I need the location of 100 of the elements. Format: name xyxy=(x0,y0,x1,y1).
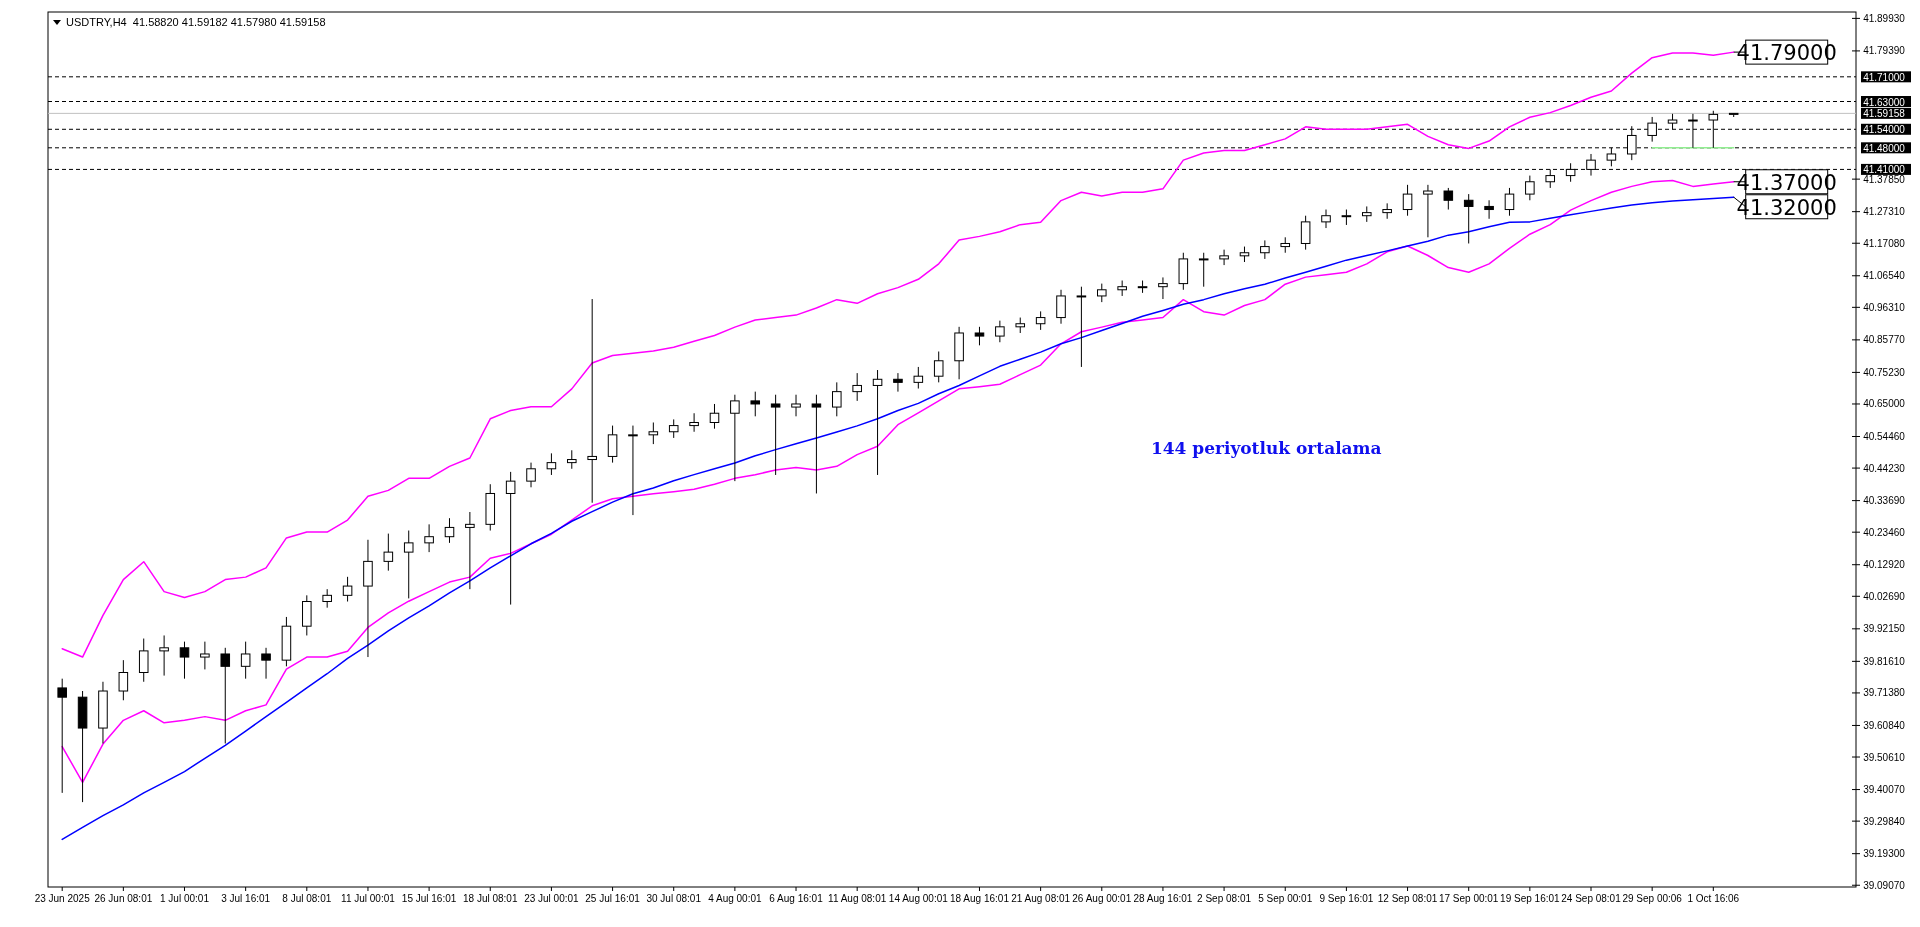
x-tick-label: 25 Jul 16:01 xyxy=(585,893,641,904)
candlestick xyxy=(505,471,516,606)
candlestick xyxy=(546,452,557,476)
y-tick-label: 39.92150 xyxy=(1863,623,1906,635)
x-tick-label: 29 Sep 00:06 xyxy=(1622,893,1683,904)
x-tick-label: 18 Jul 08:01 xyxy=(463,893,518,904)
x-tick-label: 26 Aug 00:01 xyxy=(1072,893,1132,904)
x-tick-label: 21 Aug 08:01 xyxy=(1011,893,1071,904)
candlestick xyxy=(1484,199,1494,220)
candlestick xyxy=(342,576,353,603)
y-tick-label: 40.54460 xyxy=(1863,431,1906,443)
candlestick xyxy=(1300,215,1311,251)
candlestick xyxy=(220,647,231,744)
y-tick-label: 39.81610 xyxy=(1863,655,1906,667)
x-tick-label: 6 Aug 16:01 xyxy=(769,893,824,904)
ref-line-label: 41.41000 xyxy=(1863,164,1906,176)
x-tick-label: 17 Sep 00:01 xyxy=(1438,893,1499,904)
y-tick-label: 41.27310 xyxy=(1863,206,1906,218)
x-tick-label: 4 Aug 00:01 xyxy=(708,893,762,904)
candlestick xyxy=(974,326,985,346)
candlestick xyxy=(403,530,414,599)
y-tick-label: 41.79390 xyxy=(1863,45,1906,57)
candlestick xyxy=(179,641,190,680)
candlestick xyxy=(811,394,822,494)
x-tick-label: 15 Jul 16:01 xyxy=(401,893,457,904)
candlestick xyxy=(1035,310,1046,331)
candlestick xyxy=(1525,175,1535,201)
candlestick xyxy=(444,517,455,544)
ref-line-label: 41.71000 xyxy=(1863,71,1906,83)
x-tick-label: 11 Aug 08:01 xyxy=(828,893,887,904)
candlestick xyxy=(913,366,924,390)
chart-title: USDTRY,H4 41.58820 41.59182 41.57980 41.59158 xyxy=(66,16,326,28)
x-tick-label: 1 Jul 00:01 xyxy=(160,893,210,904)
candlestick xyxy=(159,634,169,677)
candlestick xyxy=(1097,283,1107,303)
candlestick xyxy=(852,372,862,402)
y-tick-label: 39.29840 xyxy=(1863,815,1906,827)
x-tick-label: 8 Jul 08:01 xyxy=(282,893,332,904)
candlestick xyxy=(1056,289,1066,325)
line-series xyxy=(61,51,1735,658)
candlestick xyxy=(933,351,944,383)
candlestick xyxy=(689,412,699,433)
candlestick xyxy=(770,394,781,476)
candlestick xyxy=(750,391,761,417)
candlestick xyxy=(628,425,638,516)
y-tick-label: 39.60840 xyxy=(1863,719,1906,731)
y-tick-label: 40.44230 xyxy=(1863,462,1906,474)
candlestick xyxy=(1423,184,1433,238)
x-tick-label: 12 Sep 08:01 xyxy=(1377,893,1438,904)
x-tick-label: 30 Jul 08:01 xyxy=(646,893,702,904)
x-tick-label: 5 Sep 00:01 xyxy=(1258,893,1313,904)
candlestick xyxy=(383,533,394,572)
y-tick-label: 41.89930 xyxy=(1863,12,1906,24)
y-tick-label: 40.65000 xyxy=(1863,398,1906,410)
x-tick-label: 18 Aug 16:01 xyxy=(950,893,1010,904)
y-tick-label: 39.19300 xyxy=(1863,848,1906,860)
y-tick-label: 40.12920 xyxy=(1863,559,1906,571)
candlestick xyxy=(200,641,210,670)
candlestick xyxy=(57,678,67,794)
y-tick-label: 41.37850 xyxy=(1863,173,1906,185)
x-tick-label: 1 Oct 16:06 xyxy=(1687,893,1740,904)
candlestick xyxy=(1463,193,1474,244)
x-tick-label: 26 Jun 08:01 xyxy=(94,893,153,904)
y-tick-label: 40.85770 xyxy=(1863,334,1906,346)
candlestick xyxy=(118,659,129,701)
candlestick xyxy=(261,647,271,680)
y-tick-label: 39.09070 xyxy=(1863,879,1906,891)
candlestick xyxy=(1198,252,1209,288)
ref-line-label: 41.54000 xyxy=(1863,124,1906,136)
y-tick-label: 41.17080 xyxy=(1863,237,1906,249)
candlestick xyxy=(709,403,720,430)
candlestick xyxy=(668,418,679,439)
x-tick-label: 3 Jul 16:01 xyxy=(221,893,271,904)
y-tick-label: 40.02690 xyxy=(1863,590,1906,602)
ref-line-label: 41.63000 xyxy=(1863,96,1906,108)
candlestick xyxy=(138,638,149,683)
y-tick-label: 39.40070 xyxy=(1863,784,1906,796)
y-tick-label: 40.75230 xyxy=(1863,366,1906,378)
candlestick xyxy=(995,320,1005,343)
candlestick xyxy=(1260,239,1270,260)
candlestick xyxy=(832,381,842,417)
candlestick xyxy=(465,511,475,590)
y-tick-label: 40.23460 xyxy=(1863,526,1906,538)
y-tick-label: 41.06540 xyxy=(1863,270,1906,282)
x-tick-label: 19 Sep 16:01 xyxy=(1500,893,1561,904)
y-tick-label: 40.33690 xyxy=(1863,495,1906,507)
x-tick-label: 2 Sep 08:01 xyxy=(1197,893,1252,904)
candlestick xyxy=(587,298,597,504)
candlestick xyxy=(322,588,332,609)
y-tick-label: 39.50610 xyxy=(1863,751,1906,763)
candlestick xyxy=(730,394,740,482)
ref-line-label: 41.59158 xyxy=(1863,108,1906,120)
x-tick-label: 9 Sep 16:01 xyxy=(1319,893,1374,904)
y-tick-label: 40.96310 xyxy=(1863,301,1906,313)
x-tick-label: 23 Jun 2025 xyxy=(34,893,91,904)
candlestick xyxy=(791,394,801,417)
x-tick-label: 23 Jul 00:01 xyxy=(524,893,580,904)
y-tick-label: 39.71380 xyxy=(1863,687,1906,699)
candlestick xyxy=(1158,276,1168,300)
annotation: 144 periyotluk ortalama xyxy=(1150,437,1382,458)
